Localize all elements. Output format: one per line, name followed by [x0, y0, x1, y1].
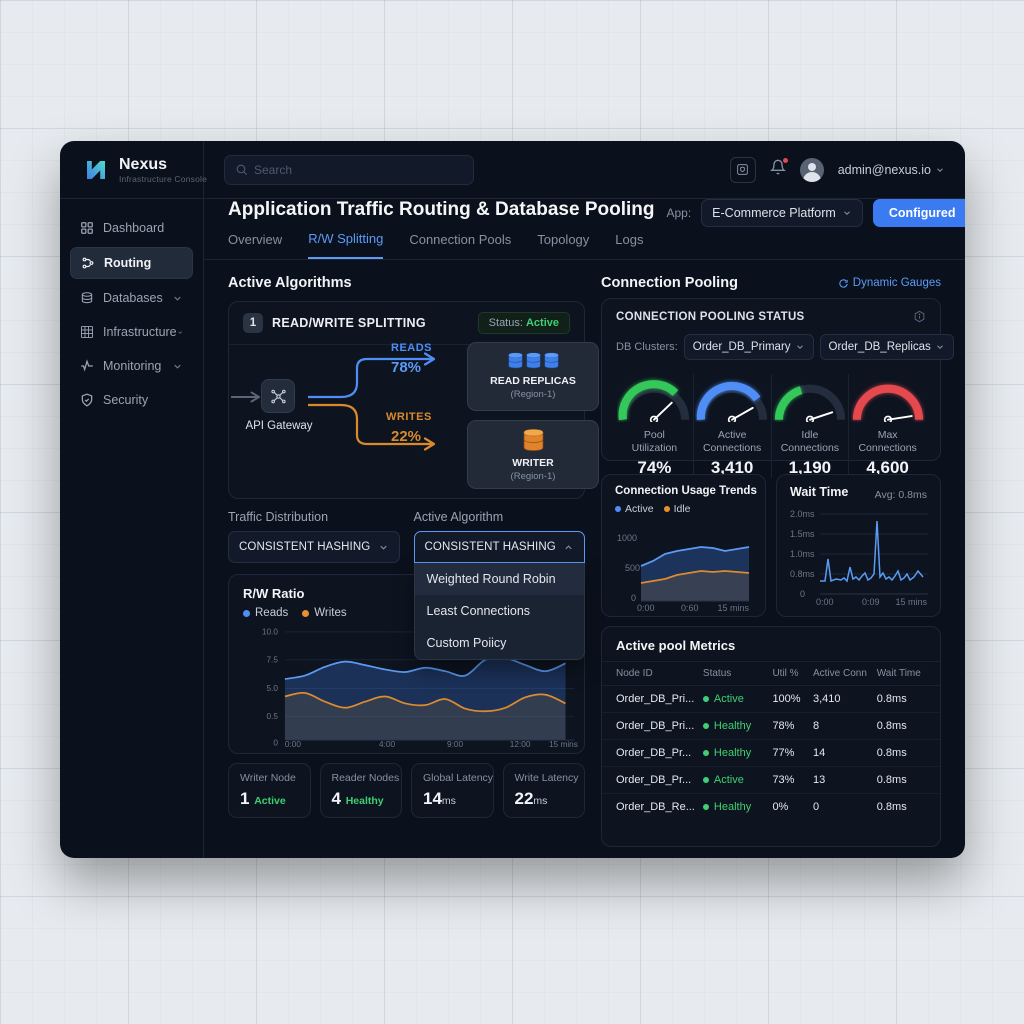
svg-text:12:00: 12:00	[510, 740, 531, 747]
svg-text:0:09: 0:09	[862, 597, 880, 607]
svg-text:0:00: 0:00	[285, 740, 301, 747]
svg-text:1000: 1000	[617, 533, 637, 543]
svg-text:0:00: 0:00	[637, 603, 655, 613]
svg-text:0: 0	[800, 589, 805, 599]
svg-text:15 mins: 15 mins	[717, 603, 749, 613]
svg-text:1.0ms: 1.0ms	[790, 549, 815, 559]
svg-text:500: 500	[625, 563, 640, 573]
svg-text:0:00: 0:00	[816, 597, 834, 607]
svg-text:7.5: 7.5	[266, 655, 278, 664]
svg-text:0:60: 0:60	[681, 603, 699, 613]
svg-text:0.8ms: 0.8ms	[790, 569, 815, 579]
svg-text:9:00: 9:00	[447, 740, 463, 747]
svg-text:15 mins: 15 mins	[895, 597, 927, 607]
svg-text:15 mins: 15 mins	[549, 740, 578, 747]
svg-text:2.0ms: 2.0ms	[790, 509, 815, 519]
svg-text:10.0: 10.0	[262, 628, 278, 637]
svg-text:5.0: 5.0	[266, 684, 278, 693]
svg-text:1.5ms: 1.5ms	[790, 529, 815, 539]
svg-text:0: 0	[273, 738, 278, 747]
svg-text:4:00: 4:00	[379, 740, 395, 747]
svg-text:0: 0	[631, 593, 636, 603]
svg-text:0.5: 0.5	[266, 712, 278, 721]
